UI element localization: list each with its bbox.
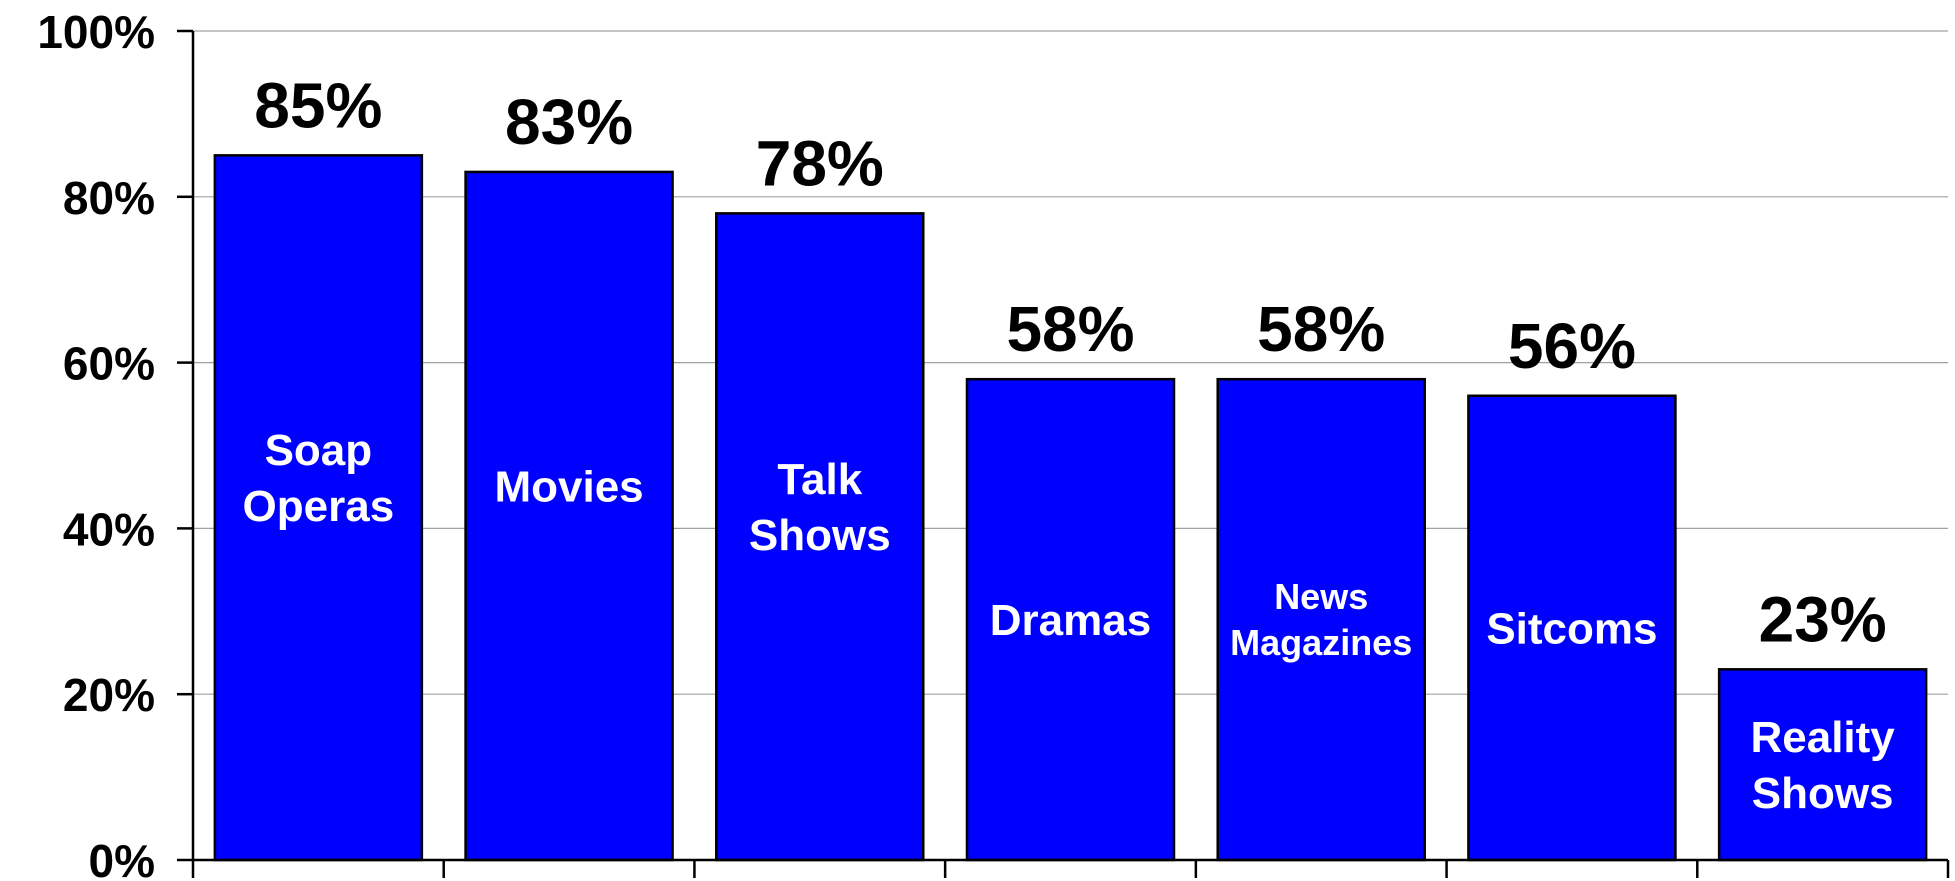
y-tick-label: 60%: [63, 338, 155, 390]
category-label: Dramas: [990, 596, 1151, 645]
bar: [1717, 668, 1928, 862]
category-label-line: Shows: [749, 511, 891, 560]
bar: [1216, 377, 1426, 862]
bar: [1467, 394, 1677, 862]
bars: [213, 154, 1928, 862]
data-label: 85%: [254, 69, 382, 141]
category-label-line: Magazines: [1230, 622, 1412, 663]
y-tick-label: 0%: [89, 835, 155, 881]
category-label: News Magazines: [1230, 576, 1412, 663]
category-label: Sitcoms: [1486, 604, 1657, 653]
category-label: Movies: [494, 462, 643, 511]
bar: [213, 154, 424, 862]
category-label-line: News: [1274, 576, 1368, 617]
y-tick-label: 20%: [63, 669, 155, 721]
category-label-line: Operas: [243, 482, 395, 531]
labels: 0% 20% 40% 60% 80% 100% 85% Soap Operas 83% Movies…: [37, 6, 1895, 881]
category-label-line: Soap: [265, 426, 373, 475]
y-tick-label: 80%: [63, 172, 155, 224]
bar: [464, 170, 674, 862]
axes: [177, 29, 1950, 878]
data-label: 56%: [1508, 310, 1636, 382]
category-label: Reality Shows: [1750, 713, 1895, 818]
data-label: 78%: [756, 127, 884, 199]
category-label-line: Dramas: [990, 596, 1151, 645]
data-label: 58%: [1257, 293, 1385, 365]
data-label: 58%: [1006, 293, 1134, 365]
category-label-line: Reality: [1750, 713, 1895, 762]
data-label: 83%: [505, 86, 633, 158]
category-label-line: Shows: [1752, 769, 1894, 818]
category-label: Talk Shows: [749, 455, 891, 560]
y-tick-label: 100%: [37, 6, 155, 58]
category-label: Soap Operas: [243, 426, 395, 531]
category-label-line: Sitcoms: [1486, 604, 1657, 653]
y-tick-label: 40%: [63, 503, 155, 555]
data-label: 23%: [1759, 583, 1887, 655]
category-label-line: Talk: [777, 455, 862, 504]
bar: [965, 377, 1176, 862]
category-label-line: Movies: [494, 462, 643, 511]
